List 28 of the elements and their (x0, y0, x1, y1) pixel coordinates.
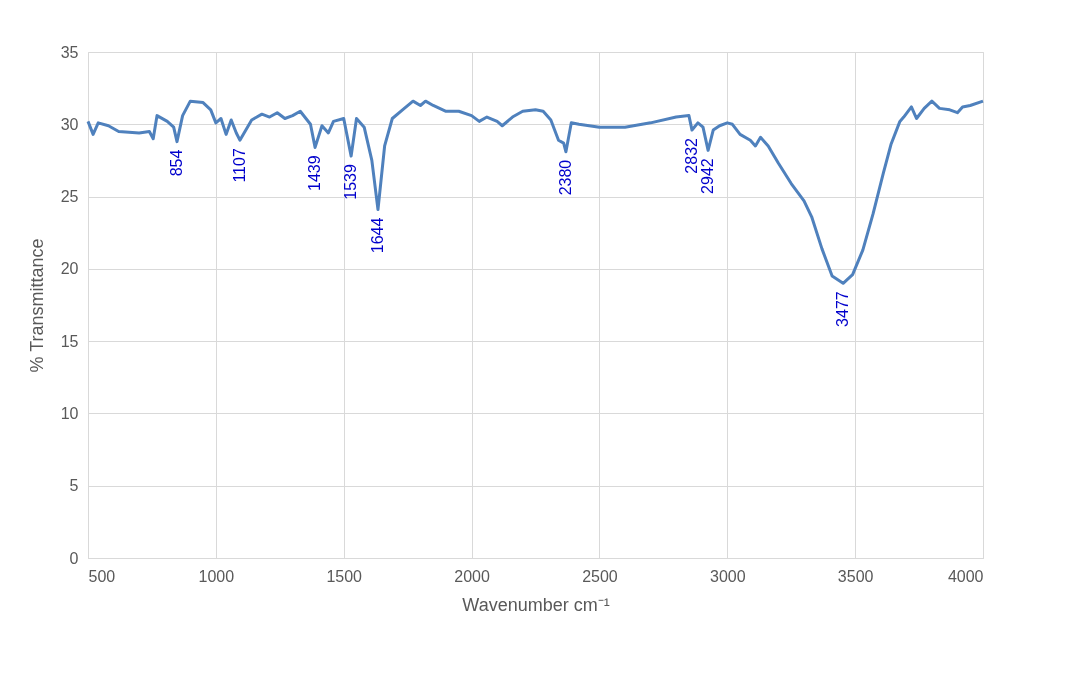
x-axis-title: Wavenumber cm⁻¹ (462, 594, 610, 615)
line-series (86, 99, 985, 285)
annotation: 1539 (342, 163, 360, 200)
annotation: 1439 (306, 155, 324, 192)
x-tick-label: 1000 (198, 567, 235, 585)
annotation: 2832 (683, 137, 700, 174)
y-tick-label: 15 (60, 332, 79, 350)
annotation: 1644 (368, 217, 386, 254)
x-tick-label: 1500 (326, 567, 363, 585)
x-tick-label: 3500 (837, 567, 874, 585)
annotation: 854 (167, 149, 185, 177)
y-tick-label: 35 (60, 43, 79, 61)
x-tick-label: 2500 (582, 567, 618, 585)
y-tick-label: 20 (60, 260, 79, 278)
x-tick-label: 500 (88, 567, 116, 585)
annotation: 2380 (556, 159, 574, 196)
annotation: 2942 (699, 158, 717, 194)
y-tick-label: 30 (60, 115, 79, 133)
annotation: 1107 (230, 148, 248, 183)
x-tick-label: 2000 (454, 567, 490, 585)
annotation: 3477 (834, 291, 852, 327)
x-tick-label: 3000 (709, 567, 746, 585)
y-axis-title: % Transmittance (26, 238, 47, 373)
x-tick-label: 4000 (947, 567, 984, 585)
y-tick-label: 0 (69, 549, 79, 567)
y-tick-label: 25 (60, 188, 79, 206)
y-tick-label: 5 (69, 477, 79, 495)
y-tick-label: 10 (60, 404, 79, 422)
